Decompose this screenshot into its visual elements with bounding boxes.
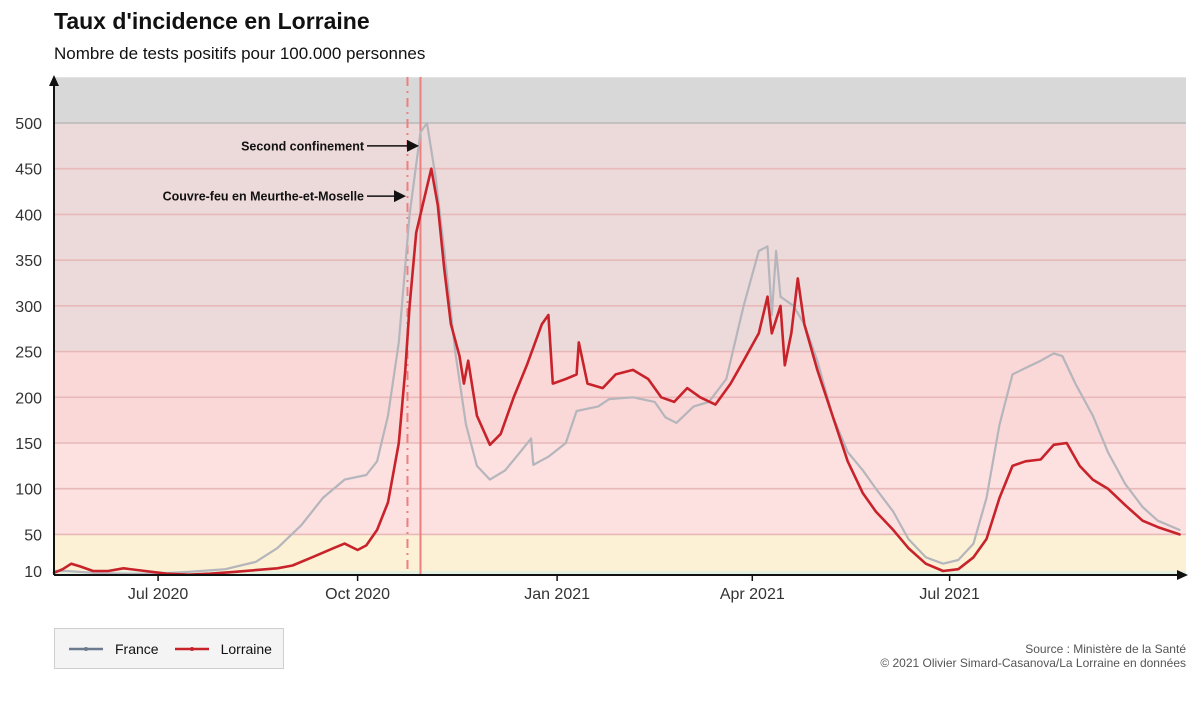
x-axis-ticks: Jul 2020 Oct 2020 Jan 2021 Apr 2021 Jul 2021 [128, 575, 980, 603]
y-tick-label-300: 300 [15, 299, 42, 316]
y-tick-label-450: 450 [15, 162, 42, 179]
source-line: Source : Ministère de la Santé [1025, 642, 1186, 656]
series-lines [52, 121, 1181, 576]
legend-label-lorraine: Lorraine [220, 640, 272, 657]
event-annotations: Couvre-feu en Meurthe-et-Moselle Second c… [163, 139, 419, 204]
chart-title: Taux d'incidence en Lorraine [54, 8, 370, 34]
copyright-line: © 2021 Olivier Simard-Casanova/La Lorrai… [880, 656, 1186, 670]
y-axis-ticks: 10 50 100 150 200 250 300 350 400 450 500 [15, 116, 42, 581]
series-line-lorraine [52, 167, 1181, 576]
x-axis-arrow [1177, 570, 1188, 580]
band-5 [54, 77, 1186, 123]
axes [49, 75, 1188, 580]
x-tick-label-2: Jan 2021 [524, 586, 590, 603]
legend-label-france: France [115, 640, 159, 657]
y-tick-label-10: 10 [24, 564, 42, 581]
incidence-chart: 10 50 100 150 200 250 300 350 400 450 500 Jul 2020… [15, 75, 1188, 603]
y-axis-arrow [49, 75, 59, 86]
y-tick-label-350: 350 [15, 253, 42, 270]
band-4 [54, 123, 1186, 352]
event-markers [406, 77, 422, 575]
legend-swatch-lorraine [174, 646, 209, 651]
legend-item-lorraine: Lorraine [173, 641, 272, 657]
x-tick-label-4: Jul 2021 [919, 586, 980, 603]
source-credit: Source : Ministère de la Santé © 2021 Ol… [880, 642, 1186, 670]
y-tick-label-200: 200 [15, 390, 42, 407]
x-tick-label-0: Jul 2020 [128, 586, 189, 603]
y-tick-label-500: 500 [15, 116, 42, 133]
event-label-0: Couvre-feu en Meurthe-et-Moselle [163, 190, 364, 204]
event-label-1: Second confinement [241, 139, 365, 153]
chart-subtitle: Nombre de tests positifs pour 100.000 pe… [54, 44, 426, 63]
legend-swatch-france [69, 646, 103, 651]
threshold-bands [54, 77, 1186, 575]
legend: France Lorraine [54, 628, 284, 669]
series-line-france [52, 121, 1181, 575]
band-0 [54, 571, 1186, 575]
y-tick-label-400: 400 [15, 207, 42, 224]
legend-item-france: France [67, 641, 159, 657]
y-tick-label-150: 150 [15, 436, 42, 453]
y-tick-label-250: 250 [15, 345, 42, 362]
x-tick-label-3: Apr 2021 [720, 586, 785, 603]
x-tick-label-1: Oct 2020 [325, 586, 390, 603]
band-1 [54, 534, 1186, 571]
y-tick-label-50: 50 [24, 527, 42, 544]
y-tick-label-100: 100 [15, 482, 42, 499]
